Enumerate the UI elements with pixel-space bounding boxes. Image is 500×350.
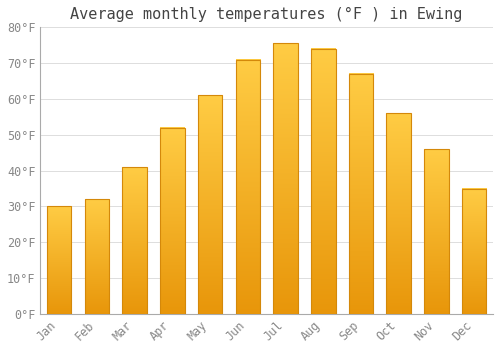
Bar <box>198 95 222 314</box>
Bar <box>160 128 184 314</box>
Title: Average monthly temperatures (°F ) in Ewing: Average monthly temperatures (°F ) in Ew… <box>70 7 463 22</box>
Bar <box>348 74 374 314</box>
Bar <box>424 149 448 314</box>
Bar <box>311 49 336 314</box>
Bar <box>47 206 72 314</box>
Bar <box>274 43 298 314</box>
Bar <box>84 199 109 314</box>
Bar <box>462 189 486 314</box>
Bar <box>236 60 260 314</box>
Bar <box>386 113 411 314</box>
Bar <box>122 167 147 314</box>
